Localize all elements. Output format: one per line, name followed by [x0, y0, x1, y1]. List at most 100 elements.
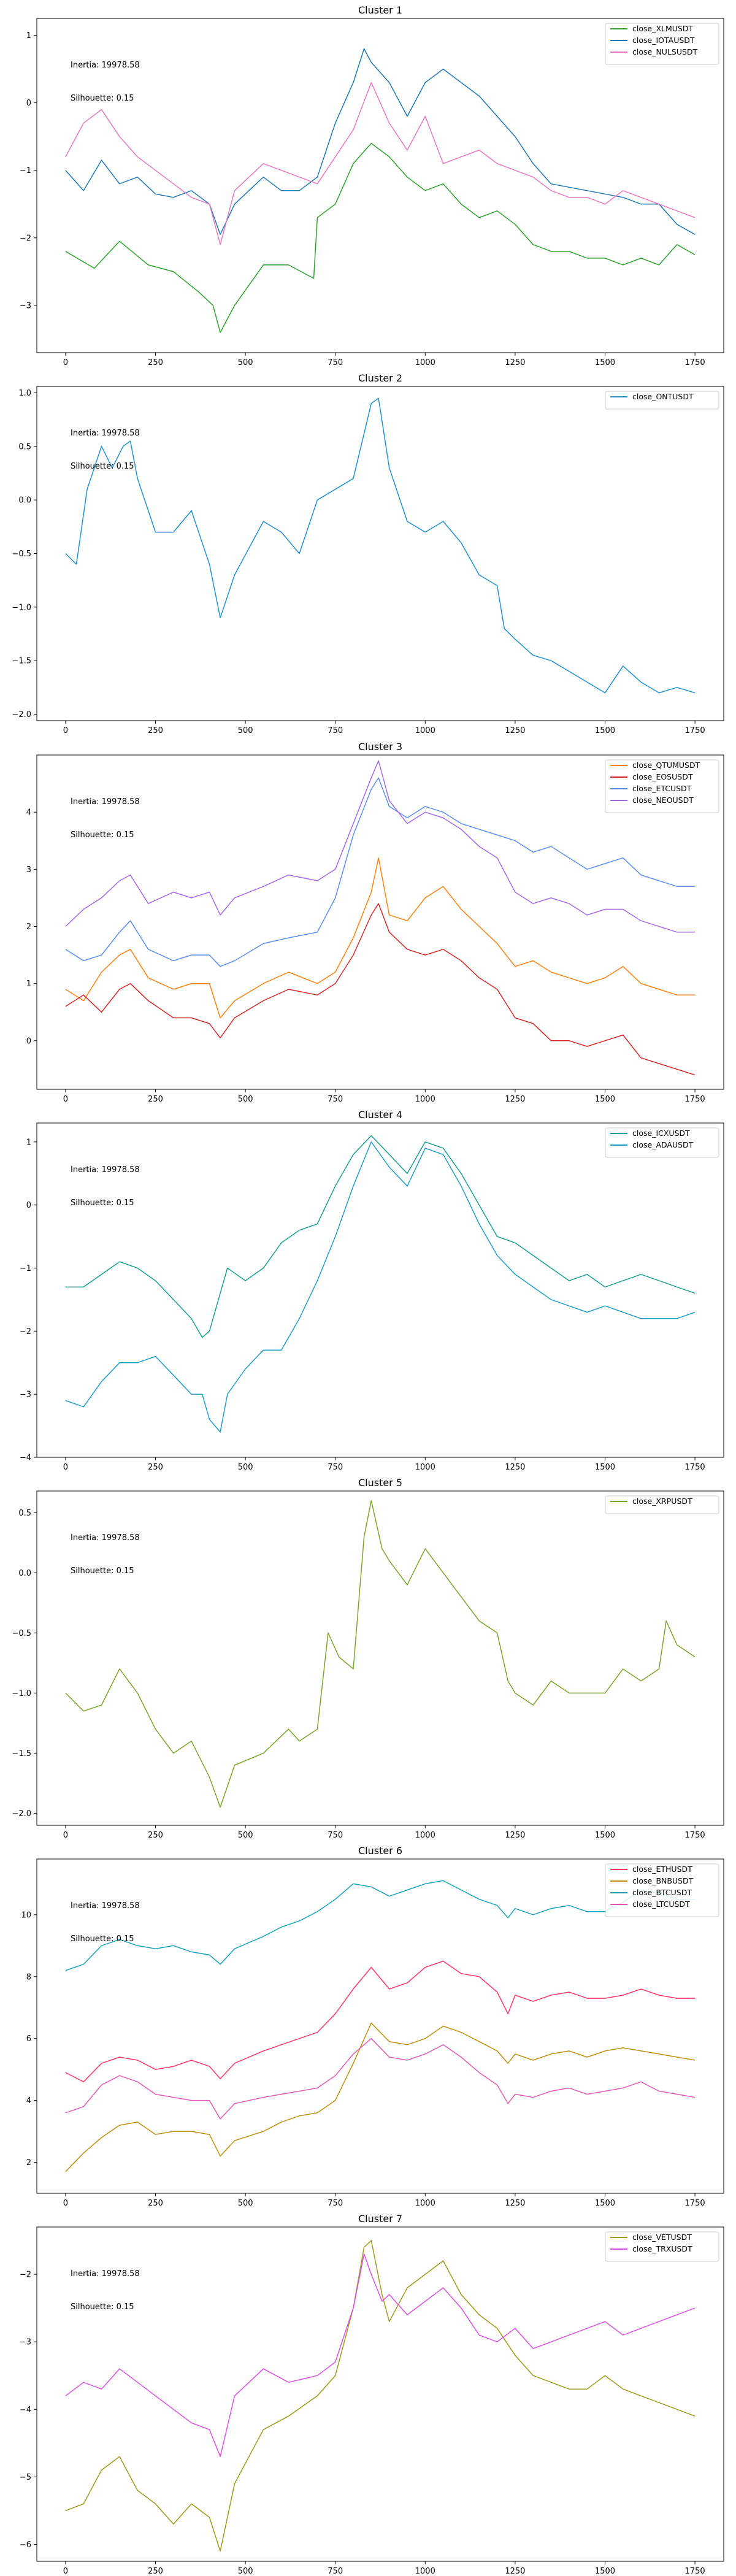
y-tick-label: −2.0 — [12, 1809, 31, 1819]
y-tick-label: −2.0 — [12, 710, 31, 719]
series-line-close_EOSUSDT — [65, 903, 696, 1076]
x-tick-label: 1250 — [505, 2199, 525, 2208]
y-tick-label: −1 — [20, 1264, 31, 1273]
legend-box — [605, 391, 719, 410]
legend-label: close_LTCUSDT — [632, 1899, 690, 1909]
x-tick-label: 750 — [328, 726, 343, 735]
legend-label: close_EOSUSDT — [632, 772, 693, 781]
legend: close_ONTUSDT — [605, 391, 719, 410]
legend-label: close_ICXUSDT — [632, 1129, 690, 1138]
legend-box — [605, 1863, 719, 1917]
subplot-cluster-3: Cluster 3 0 250 500 750 1000 1250 1500 1750 0 1 2 3 4… — [26, 741, 724, 1104]
series-line-close_VETUSDT — [65, 2240, 696, 2552]
legend: close_XLMUSDT close_IOTAUSDT close_NULSUSD… — [605, 23, 719, 65]
x-tick-label: 1000 — [415, 726, 435, 735]
silhouette-annotation: Silhouette: 0.15 — [71, 1198, 134, 1208]
y-tick-label: −1.0 — [12, 1689, 31, 1698]
x-tick-label: 1000 — [415, 2567, 435, 2576]
y-tick-label: −6 — [20, 2540, 31, 2550]
x-tick-label: 750 — [328, 1095, 343, 1104]
y-tick-label: 0.5 — [18, 1509, 31, 1518]
x-tick-label: 1000 — [415, 358, 435, 367]
x-tick-label: 1000 — [415, 2199, 435, 2208]
x-tick-label: 250 — [148, 358, 163, 367]
x-tick-label: 1500 — [595, 1463, 615, 1472]
chart-title: Cluster 2 — [358, 372, 402, 384]
x-tick-label: 1250 — [505, 2567, 525, 2576]
x-tick-label: 1250 — [505, 1463, 525, 1472]
subplot-cluster-1: Cluster 1 0 250 500 750 1000 1250 1500 1750 −3 −2 −… — [20, 4, 724, 367]
x-tick-label: 1750 — [685, 1463, 705, 1472]
legend-label: close_TRXUSDT — [632, 2244, 692, 2253]
y-tick-label: −2 — [20, 1327, 31, 1336]
x-tick-label: 750 — [328, 2567, 343, 2576]
subplot-cluster-7: Cluster 7 0 250 500 750 1000 1250 1500 1750 −6 −5 −… — [20, 2213, 724, 2576]
y-tick-label: 6 — [26, 2034, 31, 2044]
legend-label: close_XRPUSDT — [632, 1497, 692, 1506]
x-tick-label: 1250 — [505, 1095, 525, 1104]
series-line-close_NEOUSDT — [65, 760, 696, 933]
x-tick-label: 500 — [238, 1095, 253, 1104]
x-tick-label: 1000 — [415, 1095, 435, 1104]
x-tick-label: 0 — [63, 2567, 68, 2576]
y-tick-label: −4 — [20, 2405, 31, 2415]
legend: close_ETHUSDT close_BNBUSDT close_BTCUSDTc… — [605, 1863, 719, 1917]
x-tick-label: 0 — [63, 1831, 68, 1840]
series-line-close_XRPUSDT — [65, 1500, 696, 1808]
x-tick-label: 1000 — [415, 1463, 435, 1472]
x-tick-label: 1750 — [685, 726, 705, 735]
x-tick-label: 1250 — [505, 358, 525, 367]
x-tick-label: 500 — [238, 358, 253, 367]
y-tick-label: 8 — [26, 1972, 31, 1982]
chart-title: Cluster 3 — [358, 741, 402, 753]
y-tick-label: −1.0 — [12, 603, 31, 612]
y-tick-label: 10 — [21, 1911, 31, 1920]
x-tick-label: 1500 — [595, 2567, 615, 2576]
y-tick-label: 1 — [26, 31, 31, 40]
series-line-close_BNBUSDT — [65, 2022, 696, 2172]
silhouette-annotation: Silhouette: 0.15 — [71, 830, 134, 840]
y-tick-label: 0 — [26, 1037, 31, 1046]
series-line-close_ETHUSDT — [65, 1960, 696, 2083]
subplot-cluster-2: Cluster 2 0 250 500 750 1000 1250 1500 1750 −2.0 −… — [12, 372, 724, 735]
y-tick-label: 0.0 — [18, 1569, 31, 1578]
series-line-close_BTCUSDT — [65, 1880, 696, 1971]
x-tick-label: 250 — [148, 726, 163, 735]
x-tick-label: 250 — [148, 1463, 163, 1472]
x-tick-label: 0 — [63, 2199, 68, 2208]
plot-area — [36, 18, 724, 353]
x-tick-label: 1500 — [595, 726, 615, 735]
series-line-close_ONTUSDT — [65, 397, 696, 694]
chart-title: Cluster 4 — [358, 1109, 402, 1121]
x-tick-label: 1750 — [685, 1095, 705, 1104]
series-line-close_NULSUSDT — [65, 82, 696, 245]
series-line-close_ADAUSDT — [65, 1141, 696, 1433]
series-line-close_TRXUSDT — [65, 2253, 696, 2458]
inertia-annotation: Inertia: 19978.58 — [71, 1165, 140, 1175]
legend-label: close_ETCUSDT — [632, 784, 692, 793]
y-tick-label: 0 — [26, 1201, 31, 1210]
x-tick-label: 500 — [238, 1463, 253, 1472]
y-tick-label: −2 — [20, 2271, 31, 2280]
legend-label: close_NEOUSDT — [632, 795, 694, 805]
legend-label: close_NULSUSDT — [632, 47, 698, 56]
x-tick-label: 0 — [63, 1463, 68, 1472]
x-tick-label: 1500 — [595, 358, 615, 367]
inertia-annotation: Inertia: 19978.58 — [71, 1901, 140, 1911]
legend: close_ICXUSDT close_ADAUSDT — [605, 1127, 719, 1158]
y-tick-label: 0.5 — [18, 442, 31, 451]
y-tick-label: −4 — [20, 1454, 31, 1463]
legend-label: close_IOTAUSDT — [632, 36, 695, 45]
legend-label: close_ONTUSDT — [632, 392, 694, 401]
legend: close_VETUSDT close_TRXUSDT — [605, 2231, 719, 2262]
y-tick-label: −1 — [20, 166, 31, 175]
x-tick-label: 1000 — [415, 1831, 435, 1840]
plot-area — [36, 1122, 724, 1458]
y-tick-label: 1.0 — [18, 389, 31, 398]
x-tick-label: 1500 — [595, 1831, 615, 1840]
series-line-close_ETCUSDT — [65, 777, 696, 967]
x-tick-label: 500 — [238, 1831, 253, 1840]
chart-title: Cluster 7 — [358, 2213, 402, 2225]
y-tick-label: −3 — [20, 301, 31, 310]
